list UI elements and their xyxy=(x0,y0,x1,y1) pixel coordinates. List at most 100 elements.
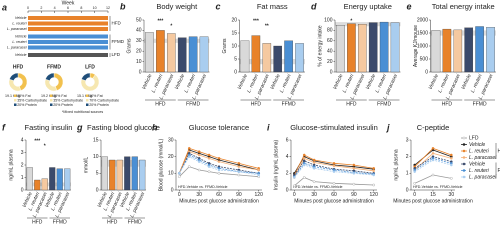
x-tick-label: 6 xyxy=(67,6,69,10)
panel-title: Fasting blood glucose xyxy=(87,123,160,132)
bar xyxy=(139,159,146,191)
legend-label: L. reuteri xyxy=(469,168,490,174)
treatment-bar xyxy=(28,34,108,39)
y-tick-label: 2 xyxy=(21,162,24,168)
x-tick-label: 0 xyxy=(178,192,181,198)
panel-letter: c xyxy=(216,1,221,11)
data-point xyxy=(332,164,336,168)
bar xyxy=(336,25,345,73)
bar xyxy=(64,168,71,191)
x-tick-label: 90 xyxy=(236,192,242,198)
pie-legend: 35% Carbohydrate xyxy=(17,98,47,102)
bar xyxy=(475,26,484,73)
legend-label: Vehicle xyxy=(469,161,485,167)
y-axis-label: Insulin (ng/mL plasma) xyxy=(273,139,279,190)
row-label: L. paracasei xyxy=(7,45,27,49)
panel-letter: e xyxy=(407,1,412,11)
y-tick-label: 0 xyxy=(96,187,99,193)
y-tick-label: 40 xyxy=(136,28,142,34)
x-tick-label: 10 xyxy=(93,6,97,10)
y-tick-label: 30 xyxy=(168,137,174,143)
series-line xyxy=(294,177,374,187)
group-label: FFMD xyxy=(377,101,391,107)
legend-marker xyxy=(462,156,466,159)
panel-title: C-peptide xyxy=(417,123,450,132)
y-tick-label: 4 xyxy=(21,137,24,143)
pie-legend: 45% Fat xyxy=(53,94,66,98)
bar xyxy=(41,178,48,191)
bar xyxy=(145,32,154,73)
legend-label: L. paracasei xyxy=(469,174,497,180)
data-point xyxy=(217,168,221,172)
panel-title: Glucose-stimulated insulin xyxy=(290,123,378,132)
data-point xyxy=(431,152,435,155)
legend-label: L. reuteri xyxy=(469,148,490,154)
data-point xyxy=(372,167,375,170)
data-point xyxy=(450,163,453,167)
data-point xyxy=(207,170,211,173)
panel-letter: b xyxy=(120,1,126,11)
bar xyxy=(34,179,41,191)
y-tick-label: 20 xyxy=(168,154,174,160)
group-label: FFMD xyxy=(282,101,296,107)
x-tick-label: 60 xyxy=(331,192,337,198)
data-point xyxy=(302,163,306,167)
series-line xyxy=(293,154,374,176)
panel-letter: i xyxy=(267,122,270,132)
x-tick-label: 60 xyxy=(216,192,222,198)
data-point xyxy=(413,182,416,185)
y-axis-label: Grams xyxy=(126,38,132,54)
legend-swatch xyxy=(14,99,17,102)
group-label: HFD xyxy=(112,21,122,26)
pie-legend: 35% Carbohydrate xyxy=(53,98,83,102)
y-tick-label: 5 xyxy=(234,56,237,62)
data-point xyxy=(257,168,260,172)
group-label: HFD xyxy=(442,101,453,107)
x-tick-label: 30 xyxy=(311,192,317,198)
data-point xyxy=(352,167,356,170)
y-axis-label: ng/mL plasma xyxy=(8,149,14,180)
pie-slice xyxy=(45,72,55,81)
data-point xyxy=(312,158,316,162)
y-tick-label: 10 xyxy=(231,43,237,49)
data-point xyxy=(217,172,221,175)
x-tick-label: 0 xyxy=(413,192,416,198)
y-tick-label: 15 xyxy=(231,30,237,36)
y-tick-label: 20 xyxy=(327,59,333,65)
legend-swatch xyxy=(50,99,53,102)
series-line xyxy=(293,156,374,174)
group-label: HFD xyxy=(32,219,43,225)
legend-marker xyxy=(462,149,466,153)
data-point xyxy=(352,163,356,167)
legend-label: Vehicle xyxy=(469,142,485,148)
annotation: HFD-Vehicle vs. FFMD-Vehicle xyxy=(178,185,228,189)
data-point xyxy=(257,173,260,177)
pie-energy: 19.2 KJ/g xyxy=(41,94,56,98)
y-tick-label: 3 xyxy=(406,137,409,143)
x-tick-label: 8 xyxy=(80,6,82,10)
group-label: HFD xyxy=(107,219,118,225)
significance: ** xyxy=(265,23,269,29)
data-point xyxy=(450,153,453,157)
pie-slice xyxy=(9,72,19,81)
data-point xyxy=(217,157,221,160)
x-tick-label: 30 xyxy=(449,192,455,198)
y-tick-label: 20 xyxy=(136,49,142,55)
significance: *** xyxy=(34,138,40,144)
pie-slice xyxy=(44,78,58,92)
data-point xyxy=(293,176,296,179)
pie-energy: 19.1 KJ/g xyxy=(5,94,20,98)
panel-letter: g xyxy=(76,122,83,132)
data-point xyxy=(178,172,181,175)
row-label: L. reuteri xyxy=(12,40,26,44)
data-point xyxy=(187,155,191,158)
data-point xyxy=(207,165,211,168)
panel-letter: h xyxy=(152,122,158,132)
pie-legend: 70% Carbohydrate xyxy=(89,98,119,102)
legend-swatch xyxy=(14,94,17,97)
y-tick-label: 1 xyxy=(406,171,409,177)
panel-title: Fat mass xyxy=(257,2,288,11)
y-tick-label: 0 xyxy=(425,69,428,75)
group-label: HFD xyxy=(346,101,357,107)
group-label: FFMD xyxy=(128,219,142,225)
